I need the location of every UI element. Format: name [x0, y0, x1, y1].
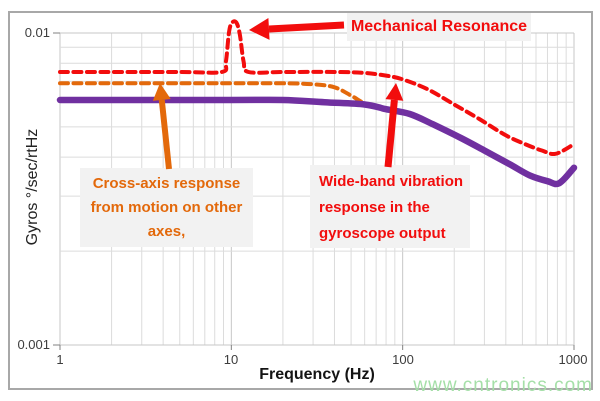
series-vibration-response — [58, 19, 576, 157]
y-tick-label-0-001: 0.001 — [17, 337, 50, 352]
annotation-cross-axis-response: Cross-axis response from motion on other… — [80, 168, 253, 247]
watermark: www.cntronics.com — [413, 375, 593, 396]
y-tick-label-0-01: 0.01 — [24, 25, 50, 40]
axis-ticks — [53, 32, 575, 350]
x-axis-title: Frequency (Hz) — [259, 366, 375, 383]
series-gyroscope-output — [56, 96, 578, 188]
x-tick-label-100: 100 — [392, 352, 414, 367]
annotation-mechanical-resonance: Mechanical Resonance — [347, 13, 531, 41]
x-tick-label-10: 10 — [223, 352, 239, 367]
x-tick-label-1: 1 — [56, 352, 64, 367]
x-tick-label-1000: 1000 — [558, 352, 588, 367]
y-axis-title: Gyros °/sec/rtHz — [24, 128, 41, 246]
annotation-wide-band-response: Wide-band vibration response in the gyro… — [310, 165, 470, 248]
